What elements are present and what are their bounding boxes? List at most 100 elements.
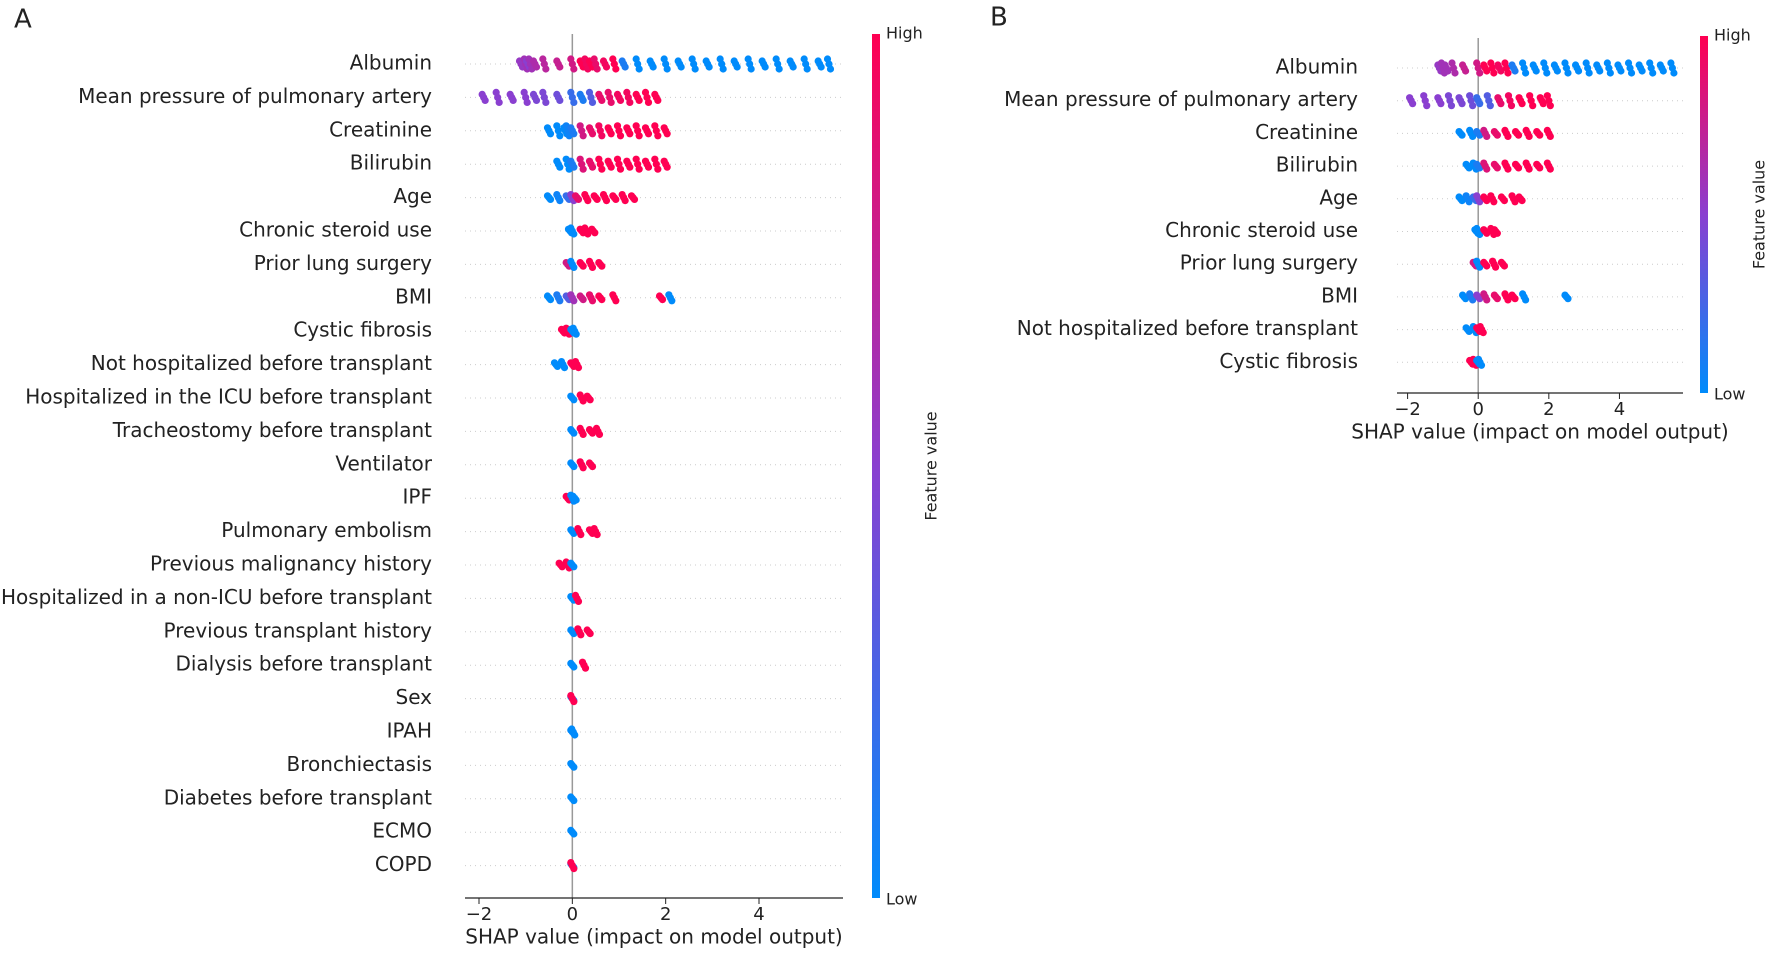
colorbar xyxy=(1700,36,1708,393)
shap-point xyxy=(481,96,489,104)
shap-point xyxy=(570,297,578,305)
shap-point xyxy=(1491,263,1500,271)
colorbar-low: Low xyxy=(1714,385,1746,404)
x-tick-label: 0 xyxy=(1472,399,1483,420)
shap-point xyxy=(1451,69,1459,77)
shap-point xyxy=(570,529,578,538)
shap-point xyxy=(1465,198,1473,206)
shap-point xyxy=(616,132,625,140)
shap-point xyxy=(1448,59,1456,67)
shap-point xyxy=(576,122,584,130)
shap-point xyxy=(654,132,662,140)
shap-point xyxy=(654,165,662,173)
shap-point xyxy=(1497,100,1505,108)
feature-label: Bilirubin xyxy=(1276,153,1358,177)
shap-point xyxy=(553,191,561,199)
shap-point xyxy=(1486,102,1494,110)
shap-point xyxy=(553,291,561,299)
shap-point xyxy=(579,132,587,140)
shap-point xyxy=(668,297,676,305)
shap-point xyxy=(570,230,578,238)
shap-point xyxy=(1500,197,1509,205)
shap-point xyxy=(1529,61,1537,69)
feature-label: IPAH xyxy=(387,719,432,743)
shap-point xyxy=(1493,164,1501,172)
shap-point xyxy=(1546,165,1554,173)
shap-point xyxy=(1483,92,1491,100)
shap-point xyxy=(1507,102,1516,110)
shap-point xyxy=(539,88,547,96)
shap-point xyxy=(570,763,578,771)
shap-point xyxy=(579,296,587,304)
shap-point xyxy=(621,197,629,205)
shap-point xyxy=(1638,67,1646,75)
shap-point xyxy=(1458,131,1466,139)
shap-point xyxy=(632,55,640,63)
shap-point xyxy=(651,122,659,130)
shap-point xyxy=(1444,92,1453,100)
x-tick-label: 0 xyxy=(567,904,578,925)
colorbar-high: High xyxy=(886,24,923,43)
colorbar-label: Feature value xyxy=(922,411,941,520)
shap-point xyxy=(623,157,631,165)
shap-point xyxy=(1469,132,1477,140)
shap-point xyxy=(632,155,640,163)
shap-point xyxy=(646,57,654,65)
shap-point xyxy=(584,230,592,238)
shap-point xyxy=(576,424,584,432)
shap-point xyxy=(1646,59,1654,67)
shap-point xyxy=(585,157,594,165)
shap-point xyxy=(607,163,615,171)
shap-point xyxy=(572,330,580,338)
shap-point xyxy=(1532,67,1540,75)
shap-point xyxy=(1536,94,1544,102)
shap-point xyxy=(775,65,783,73)
shap-point xyxy=(1504,296,1512,304)
shap-point xyxy=(1670,69,1678,77)
feature-label: Hospitalized in a non-ICU before transpl… xyxy=(1,585,432,609)
shap-point xyxy=(1469,296,1477,304)
shap-point xyxy=(570,130,578,138)
shap-point xyxy=(595,90,603,98)
shap-point xyxy=(1487,192,1495,200)
shap-point xyxy=(567,291,575,299)
feature-label: Cystic fibrosis xyxy=(1219,349,1358,373)
shap-point xyxy=(1501,59,1509,67)
shap-point xyxy=(590,55,598,63)
shap-point xyxy=(577,531,585,539)
shap-point xyxy=(1469,102,1477,110)
shap-point xyxy=(576,458,584,466)
shap-point xyxy=(585,88,594,96)
feature-label: BMI xyxy=(1321,283,1358,307)
shap-point xyxy=(641,157,650,165)
shap-point xyxy=(553,157,561,165)
shap-point xyxy=(569,324,577,332)
shap-point xyxy=(1490,198,1498,206)
feature-label: Hospitalized in the ICU before transplan… xyxy=(25,385,432,409)
shap-point xyxy=(523,98,531,106)
shap-point xyxy=(1483,132,1491,140)
shap-point xyxy=(674,57,682,65)
shap-point xyxy=(1476,131,1484,139)
shap-point xyxy=(1504,92,1513,100)
feature-label: Prior lung surgery xyxy=(1180,251,1358,275)
shap-point xyxy=(623,124,631,132)
feature-label: Bilirubin xyxy=(350,151,432,175)
shap-point xyxy=(641,88,650,96)
shap-point xyxy=(1483,197,1491,205)
shap-point xyxy=(1564,69,1572,77)
shap-point xyxy=(591,229,599,237)
shap-point xyxy=(607,98,615,106)
shap-point xyxy=(570,396,578,404)
shap-point xyxy=(826,65,835,73)
panel-label: A xyxy=(14,5,32,35)
shap-point xyxy=(1461,67,1470,75)
feature-label: Not hospitalized before transplant xyxy=(1017,316,1358,340)
shap-point xyxy=(578,658,587,666)
shap-point xyxy=(567,224,575,232)
shap-point xyxy=(570,830,578,838)
shap-point xyxy=(571,731,579,739)
shap-point xyxy=(595,122,603,130)
shap-point xyxy=(495,98,503,106)
